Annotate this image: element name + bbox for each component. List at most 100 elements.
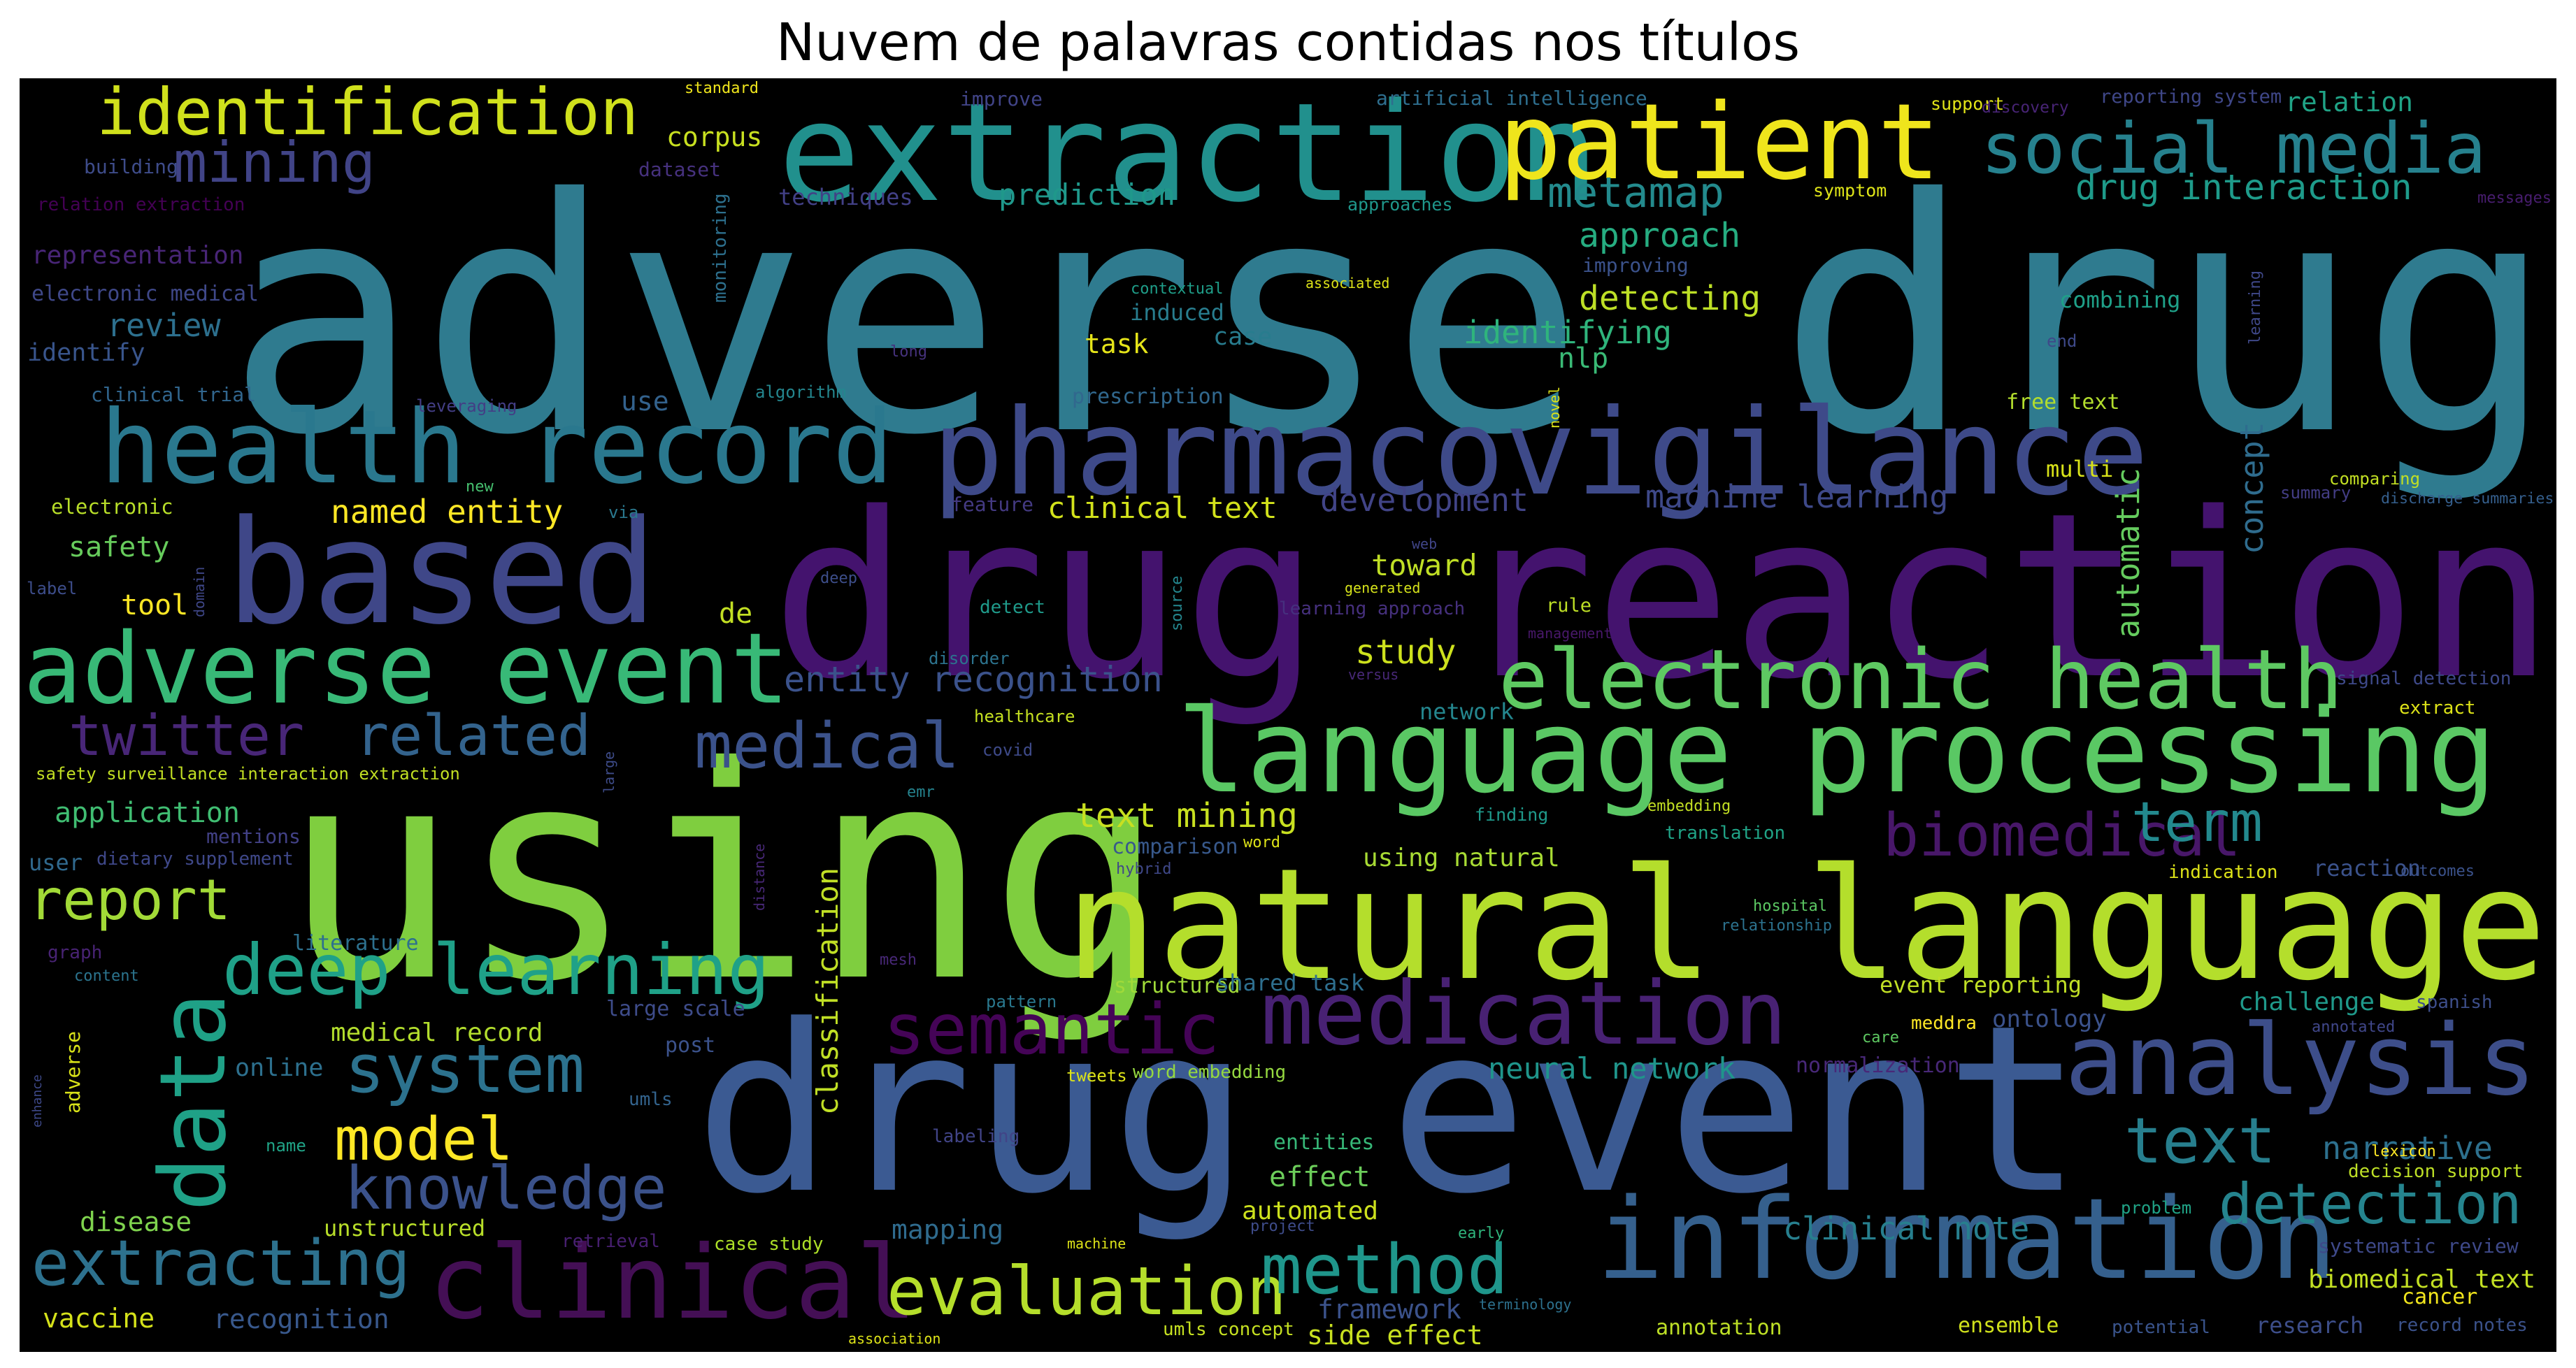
cloud-word: biomedical text: [2308, 1265, 2536, 1294]
cloud-word: automated: [1242, 1197, 1379, 1225]
cloud-word: ensemble: [1958, 1313, 2059, 1338]
cloud-word: case study: [714, 1234, 824, 1255]
cloud-word: covid: [982, 740, 1033, 760]
cloud-word-vertical: automatic: [2110, 468, 2147, 638]
cloud-word: health record: [100, 389, 894, 507]
cloud-word: user: [29, 849, 83, 876]
cloud-word: electronic: [51, 495, 173, 519]
cloud-word: end: [2047, 331, 2077, 351]
cloud-word: network: [1419, 698, 1514, 725]
cloud-word: event reporting: [1880, 972, 2082, 998]
cloud-word: annotated: [2312, 1018, 2396, 1036]
cloud-word: potential: [2112, 1317, 2210, 1338]
cloud-word: literature: [292, 931, 419, 956]
cloud-word: free text: [2006, 390, 2120, 415]
cloud-word: rule: [1546, 595, 1592, 617]
cloud-word: comparison: [1112, 835, 1238, 859]
cloud-word-vertical: classification: [810, 867, 845, 1115]
cloud-word: record notes: [2396, 1315, 2528, 1336]
cloud-word: graph: [48, 942, 103, 963]
cloud-word: approach: [1579, 216, 1741, 255]
cloud-word: electronic health: [1498, 631, 2343, 728]
cloud-word-vertical: domain: [191, 566, 208, 617]
cloud-word: biomedical: [1883, 801, 2241, 870]
cloud-word: representation: [31, 241, 244, 270]
cloud-word-vertical: concept: [2233, 422, 2270, 554]
figure-title: Nuvem de palavras contidas nos títulos: [775, 13, 1801, 73]
cloud-word: identifying: [1464, 314, 1673, 351]
cloud-word: shared task: [1216, 970, 1364, 996]
cloud-word: drug interaction: [2075, 167, 2412, 208]
cloud-word: knowledge: [345, 1154, 667, 1223]
cloud-word: clinical trial: [91, 383, 257, 406]
cloud-word: system: [345, 1031, 585, 1108]
cloud-word-vertical: learning: [2247, 271, 2264, 345]
cloud-word: learning approach: [1279, 598, 1466, 619]
cloud-word: labeling: [932, 1126, 1020, 1147]
cloud-word-vertical: distance: [751, 843, 768, 911]
cloud-word: terminology: [1479, 1296, 1572, 1313]
cloud-word: research: [2256, 1312, 2364, 1339]
cloud-word: detection: [2219, 1172, 2522, 1237]
cloud-word: outcomes: [2400, 863, 2475, 880]
cloud-word: de: [719, 598, 753, 630]
cloud-word: umls concept: [1163, 1319, 1294, 1340]
cloud-word: use: [621, 386, 669, 417]
cloud-word: artificial intelligence: [1376, 87, 1647, 110]
cloud-word: language processing: [1177, 684, 2497, 819]
cloud-word: large scale: [606, 997, 745, 1021]
cloud-word: reaction: [2313, 855, 2421, 881]
cloud-word: contextual: [1131, 280, 1224, 298]
cloud-word: identification: [96, 78, 639, 150]
cloud-word: medication: [1261, 963, 1787, 1065]
cloud-word: twitter: [69, 703, 305, 768]
cloud-word: pharmacovigilance: [932, 384, 2149, 522]
cloud-word: building: [84, 155, 178, 178]
cloud-word: long: [890, 343, 927, 361]
cloud-word: induced: [1130, 299, 1224, 326]
cloud-word: development: [1320, 482, 1529, 519]
cloud-word: prescription: [1072, 384, 1224, 409]
cloud-word: extract: [2399, 698, 2476, 719]
cloud-word: post: [665, 1033, 716, 1058]
cloud-word-vertical: monitoring: [710, 193, 731, 303]
cloud-word: combining: [2059, 287, 2181, 313]
cloud-word: recognition: [213, 1304, 389, 1334]
cloud-word: hospital: [1753, 898, 1827, 915]
cloud-word: deep: [820, 570, 857, 587]
cloud-word: web: [1412, 535, 1438, 552]
cloud-word: model: [334, 1105, 513, 1174]
cloud-word: symptom: [1813, 180, 1887, 201]
cloud-word: social media: [1981, 108, 2486, 189]
cloud-word: relationship: [1721, 917, 1832, 935]
cloud-word: safety: [69, 531, 170, 563]
cloud-word: clinical text: [1047, 491, 1278, 525]
cloud-word: embedding: [1647, 798, 1731, 815]
cloud-word: task: [1085, 329, 1149, 359]
cloud-word: medical record: [331, 1018, 543, 1047]
cloud-word: relation extraction: [37, 194, 245, 215]
cloud-word: disorder: [929, 649, 1010, 668]
cloud-word: detecting: [1579, 279, 1761, 318]
cloud-word: messages: [2477, 189, 2552, 207]
cloud-word: related: [355, 703, 592, 768]
cloud-word: machine: [1067, 1235, 1126, 1252]
word-cloud: adverse drug drug reaction using drug event…: [20, 78, 2556, 1352]
cloud-word: mapping: [892, 1214, 1004, 1245]
cloud-word: summary: [2280, 483, 2352, 503]
cloud-word: online: [235, 1054, 324, 1082]
cloud-word: extraction: [778, 78, 1599, 232]
cloud-word: text mining: [1075, 796, 1298, 835]
cloud-word: clinical: [429, 1224, 917, 1342]
cloud-word: report: [29, 867, 231, 933]
cloud-word: tweets: [1066, 1066, 1127, 1086]
cloud-word: comparing: [2329, 469, 2421, 489]
cloud-word: healthcare: [974, 707, 1075, 726]
cloud-word: improving: [1582, 254, 1689, 277]
cloud-word: application: [55, 797, 240, 829]
cloud-word: signal detection: [2336, 668, 2512, 689]
cloud-word: associated: [1305, 275, 1390, 291]
cloud-word: entities: [1273, 1130, 1375, 1155]
cloud-word: approaches: [1347, 194, 1453, 215]
cloud-word: meddra: [1911, 1013, 1977, 1034]
